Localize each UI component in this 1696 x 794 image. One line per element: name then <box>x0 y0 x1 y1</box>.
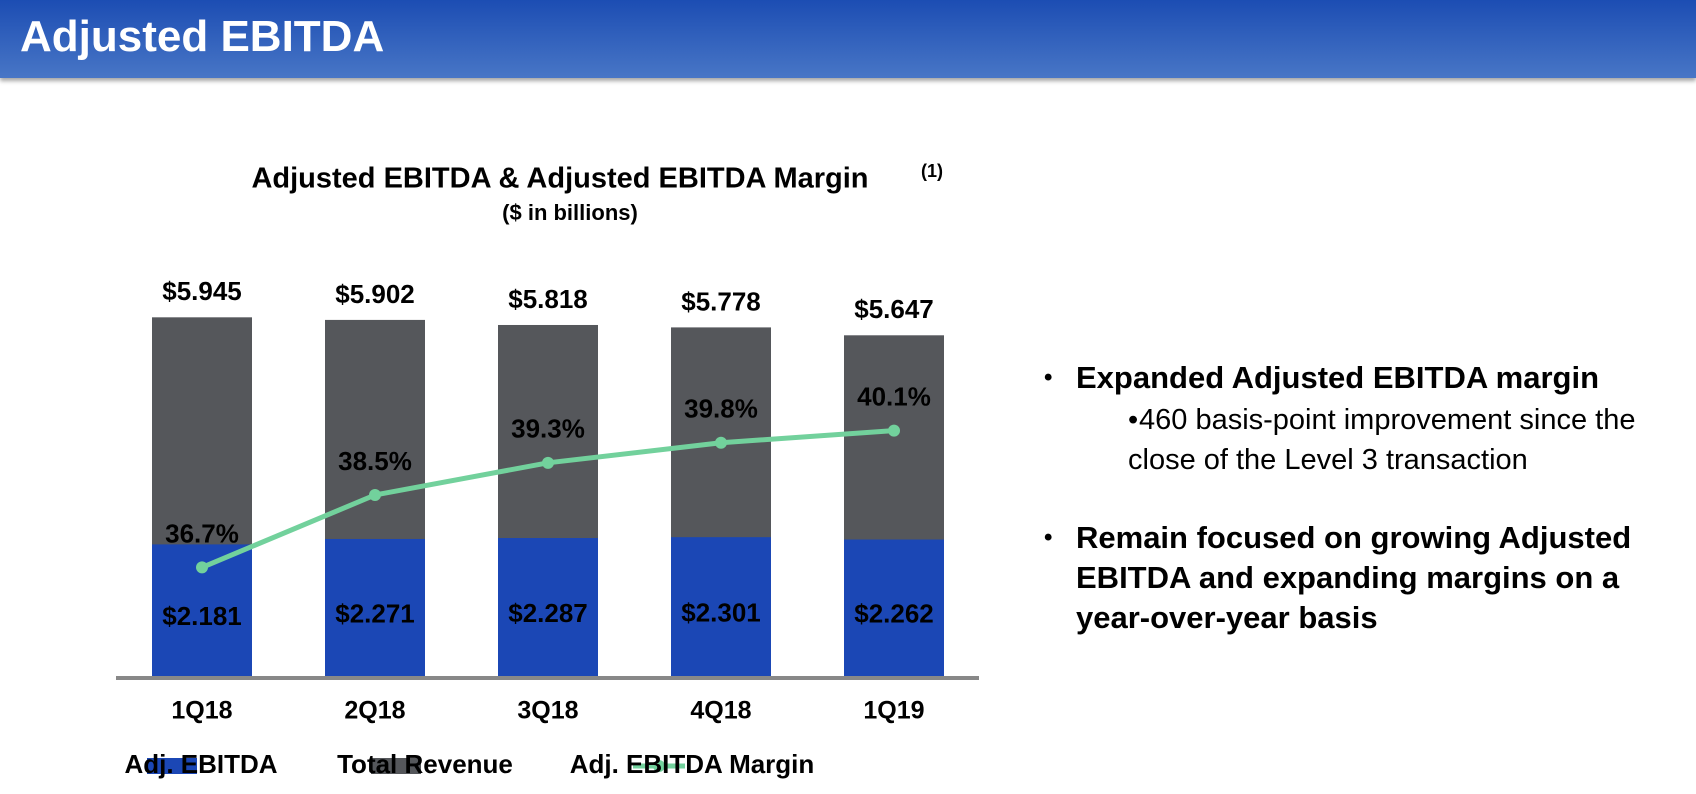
bar-value-label: $5.647 <box>854 294 934 324</box>
legend-label: Total Revenue <box>337 749 513 779</box>
bullet: • Expanded Adjusted EBITDA margin • 460 bas… <box>1044 358 1684 480</box>
bar <box>498 538 598 676</box>
sub-bullet-text: 460 basis-point improvement since the cl… <box>1128 404 1636 476</box>
chart-title-note: (1) <box>921 161 943 181</box>
bar-value-label: $5.945 <box>162 276 242 306</box>
legend-label: Adj. EBITDA Margin <box>570 749 815 779</box>
line-value-label: 39.3% <box>511 414 585 444</box>
line-value-label: 39.8% <box>684 394 758 424</box>
header-title: Adjusted EBITDA <box>20 12 385 61</box>
bar <box>325 538 425 676</box>
x-tick-label: 1Q19 <box>863 697 924 725</box>
x-tick-label: 1Q18 <box>171 697 232 725</box>
bar-value-label: $2.181 <box>162 601 242 631</box>
line-value-label: 38.5% <box>338 446 412 476</box>
bar-value-label: $2.262 <box>854 599 934 629</box>
line-value-label: 36.7% <box>165 518 239 548</box>
line-point <box>369 489 381 501</box>
header-bar: Adjusted EBITDA <box>0 0 1696 78</box>
legend-swatch <box>371 758 421 774</box>
bullet-text: Remain focused on growing Adjusted EBITD… <box>1076 520 1632 635</box>
bar <box>844 539 944 676</box>
legend-label: Adj. EBITDA <box>124 749 277 779</box>
x-tick-label: 2Q18 <box>344 697 405 725</box>
bar <box>671 537 771 676</box>
sub-bullet: • 460 basis-point improvement since the c… <box>1076 400 1684 480</box>
line-point <box>888 424 900 437</box>
bar-value-label: $5.778 <box>681 286 761 316</box>
bar-value-label: $2.301 <box>681 597 761 627</box>
legend-swatch <box>147 758 197 774</box>
chart-title: Adjusted EBITDA & Adjusted EBITDA Margin <box>251 163 868 195</box>
line-value-label: 40.1% <box>857 382 931 412</box>
bar-value-label: $5.818 <box>508 284 588 314</box>
bullet-text: Expanded Adjusted EBITDA margin <box>1076 360 1600 395</box>
sub-bullet-marker: • <box>1128 404 1139 436</box>
chart-subtitle: ($ in billions) <box>502 200 638 225</box>
bullet-list: • Expanded Adjusted EBITDA margin • 460 bas… <box>1044 358 1684 676</box>
line-point <box>715 436 727 449</box>
x-tick-label: 4Q18 <box>690 697 751 725</box>
bullet-marker: • <box>1044 524 1053 551</box>
line-point <box>542 456 554 469</box>
bar-value-label: $2.271 <box>335 598 415 628</box>
x-tick-label: 3Q18 <box>517 697 578 725</box>
bullet: • Remain focused on growing Adjusted EBIT… <box>1044 518 1684 638</box>
line-point <box>196 561 208 574</box>
bar-value-label: $5.902 <box>335 279 415 309</box>
legend-point <box>653 760 665 772</box>
bullet-marker: • <box>1044 364 1053 391</box>
bar-value-label: $2.287 <box>508 598 588 628</box>
